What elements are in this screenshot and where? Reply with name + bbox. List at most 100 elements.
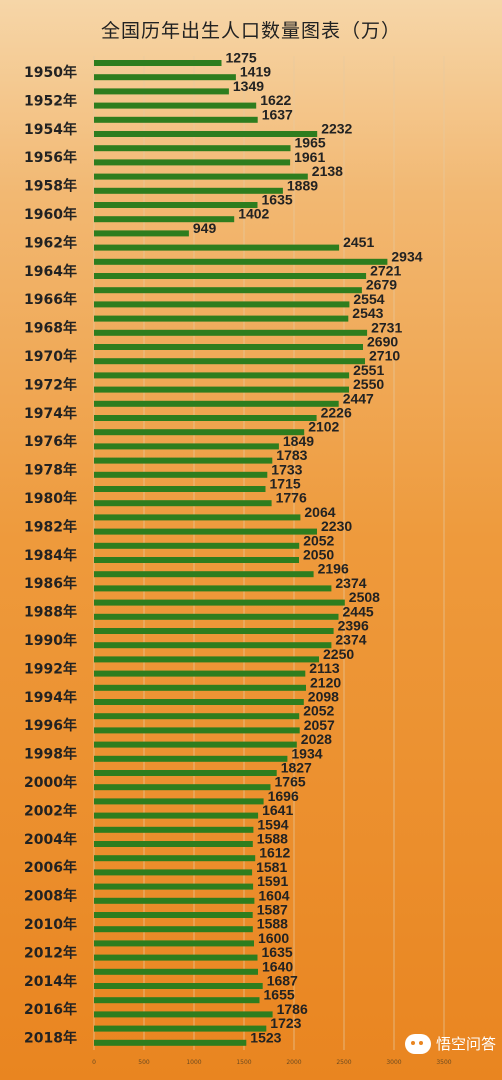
value-label: 1786 (277, 1001, 308, 1017)
bar (94, 897, 255, 904)
value-label: 1637 (262, 106, 293, 122)
y-tick-label: 2004年 (24, 831, 77, 848)
bar (94, 869, 253, 876)
bar (94, 386, 349, 393)
value-label: 1696 (268, 788, 299, 804)
y-tick-label: 1952年 (24, 92, 77, 109)
value-label: 1600 (258, 930, 289, 946)
x-tick-label: 500 (138, 1059, 150, 1066)
y-tick-label: 1970年 (24, 348, 77, 365)
value-label: 2226 (321, 405, 352, 421)
value-label: 2052 (303, 703, 334, 719)
bar (94, 656, 319, 663)
y-tick-label: 2014年 (24, 973, 77, 990)
bar (94, 358, 365, 365)
value-label: 2710 (369, 348, 400, 364)
bar (94, 344, 363, 350)
y-tick-label: 2000年 (24, 774, 77, 791)
bar (94, 670, 306, 677)
bar (94, 486, 266, 492)
bar (94, 131, 318, 137)
y-tick-label: 2016年 (24, 1001, 77, 1018)
value-label: 2250 (323, 646, 354, 662)
bar (94, 770, 277, 776)
bar (94, 145, 291, 152)
bar (94, 713, 300, 720)
x-tick-label: 1500 (236, 1059, 251, 1066)
bar (94, 571, 314, 578)
bar (94, 997, 260, 1004)
value-label: 2934 (391, 248, 422, 264)
bar (94, 912, 253, 918)
value-label: 2064 (304, 504, 335, 520)
bar (94, 798, 264, 805)
y-tick-label: 1980年 (24, 490, 77, 507)
bar (94, 585, 332, 592)
y-tick-label: 1962年 (24, 234, 77, 251)
y-tick-label: 1984年 (24, 547, 77, 564)
bar (94, 940, 254, 947)
y-tick-label: 1958年 (24, 178, 77, 195)
bar (94, 983, 263, 989)
bar (94, 1025, 267, 1032)
bar (94, 102, 257, 109)
value-label: 2230 (321, 518, 352, 534)
bar (94, 315, 349, 322)
bar (94, 400, 339, 407)
value-label: 2374 (335, 575, 366, 591)
watermark-text: 悟空问答 (435, 1035, 496, 1053)
bar (94, 528, 317, 535)
chart-title: 全国历年出生人口数量图表（万） (100, 20, 401, 42)
value-label: 1581 (256, 859, 287, 875)
value-label: 2447 (343, 390, 374, 406)
value-label: 1594 (257, 816, 288, 832)
bar (94, 443, 279, 450)
bar (94, 74, 236, 81)
bar (94, 926, 253, 933)
bar (94, 244, 340, 251)
value-label: 1622 (260, 92, 291, 108)
value-label: 2057 (304, 717, 335, 733)
x-tick-label: 2000 (286, 1059, 301, 1066)
value-label: 1587 (257, 902, 288, 918)
value-label: 2679 (366, 277, 397, 293)
bar (94, 628, 334, 634)
value-label: 1765 (275, 774, 306, 790)
y-tick-label: 2012年 (24, 944, 77, 961)
value-label: 1641 (262, 802, 293, 818)
value-label: 1849 (283, 433, 314, 449)
y-tick-label: 1968年 (24, 320, 77, 337)
value-label: 1635 (262, 192, 293, 208)
y-tick-label: 1950年 (24, 64, 77, 81)
value-label: 949 (193, 220, 217, 236)
value-label: 2451 (343, 234, 374, 250)
value-label: 1961 (294, 149, 325, 165)
value-label: 1723 (270, 1015, 301, 1031)
bar (94, 727, 300, 734)
bar (94, 116, 258, 123)
value-label: 1591 (257, 873, 288, 889)
bar (94, 187, 283, 194)
value-label: 1827 (281, 760, 312, 776)
bar (94, 841, 253, 847)
x-tick-label: 3000 (386, 1059, 401, 1066)
y-tick-label: 2008年 (24, 888, 77, 905)
bar (94, 557, 299, 563)
x-tick-label: 3500 (436, 1059, 451, 1066)
value-label: 2113 (309, 660, 340, 676)
y-tick-label: 1990年 (24, 632, 77, 649)
bar (94, 613, 339, 620)
y-tick-label: 1966年 (24, 291, 77, 308)
bar (94, 301, 350, 308)
y-tick-label: 1974年 (24, 405, 77, 422)
value-label: 1523 (250, 1029, 281, 1045)
y-tick-label: 2010年 (24, 916, 77, 933)
value-label: 2028 (301, 731, 332, 747)
y-tick-label: 1960年 (24, 206, 77, 223)
value-label: 1604 (258, 887, 289, 903)
value-label: 1934 (291, 745, 322, 761)
value-label: 2508 (349, 589, 380, 605)
bar (94, 287, 362, 294)
bar (94, 329, 368, 336)
bar (94, 642, 332, 649)
